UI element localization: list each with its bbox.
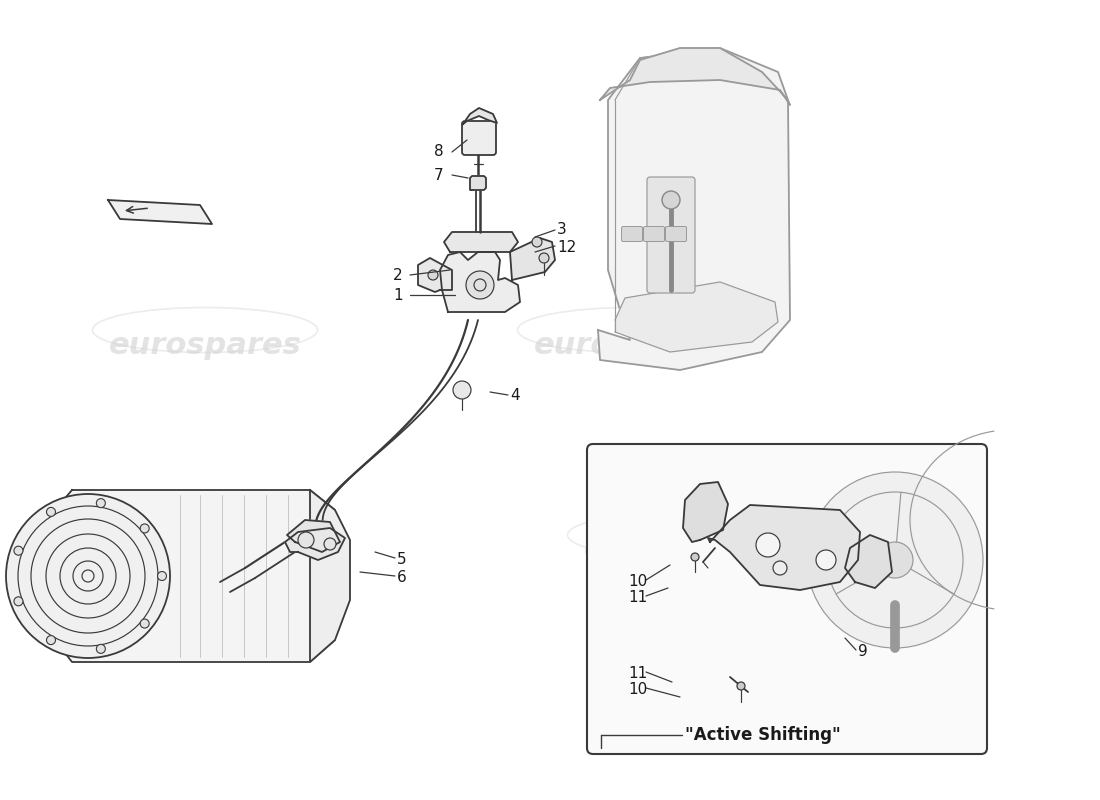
Circle shape [773, 561, 786, 575]
FancyBboxPatch shape [462, 121, 496, 155]
Polygon shape [463, 108, 497, 124]
Polygon shape [108, 200, 212, 224]
Circle shape [46, 507, 55, 517]
Text: eurospares: eurospares [534, 330, 726, 359]
Circle shape [662, 191, 680, 209]
Polygon shape [444, 232, 518, 252]
Polygon shape [440, 252, 520, 312]
Text: 4: 4 [510, 387, 519, 402]
Text: 6: 6 [397, 570, 407, 586]
Text: 10: 10 [628, 574, 647, 590]
Circle shape [140, 524, 150, 533]
Text: 12: 12 [557, 241, 576, 255]
Circle shape [756, 533, 780, 557]
Polygon shape [55, 490, 336, 662]
Circle shape [532, 237, 542, 247]
Polygon shape [470, 176, 486, 190]
Polygon shape [615, 282, 778, 352]
Circle shape [46, 635, 55, 645]
Polygon shape [510, 238, 556, 280]
Text: 8: 8 [434, 145, 443, 159]
Circle shape [97, 498, 106, 508]
Circle shape [816, 550, 836, 570]
Circle shape [807, 472, 983, 648]
Text: 3: 3 [557, 222, 566, 238]
Circle shape [298, 532, 314, 548]
Circle shape [691, 553, 698, 561]
Polygon shape [683, 482, 728, 542]
Circle shape [14, 597, 23, 606]
Text: eurospares: eurospares [109, 535, 301, 565]
Text: 2: 2 [393, 267, 403, 282]
Circle shape [466, 271, 494, 299]
Circle shape [877, 542, 913, 578]
Polygon shape [310, 490, 350, 662]
Text: 7: 7 [434, 167, 443, 182]
Circle shape [140, 619, 150, 628]
FancyBboxPatch shape [621, 226, 642, 242]
Polygon shape [845, 535, 892, 588]
FancyBboxPatch shape [644, 226, 664, 242]
Polygon shape [600, 48, 790, 105]
Text: 9: 9 [858, 645, 868, 659]
Text: eurospares: eurospares [584, 535, 777, 565]
Circle shape [6, 494, 170, 658]
Text: 1: 1 [393, 287, 403, 302]
FancyBboxPatch shape [647, 177, 695, 293]
Polygon shape [598, 48, 790, 370]
Text: 5: 5 [397, 553, 407, 567]
Text: 11: 11 [628, 666, 647, 682]
Circle shape [539, 253, 549, 263]
Text: eurospares: eurospares [109, 330, 301, 359]
FancyBboxPatch shape [587, 444, 987, 754]
Polygon shape [708, 505, 860, 590]
Circle shape [453, 381, 471, 399]
Circle shape [14, 546, 23, 555]
Circle shape [157, 571, 166, 581]
FancyBboxPatch shape [666, 226, 686, 242]
Circle shape [428, 270, 438, 280]
Text: 11: 11 [628, 590, 647, 606]
Polygon shape [285, 528, 345, 560]
Circle shape [737, 682, 745, 690]
Text: "Active Shifting": "Active Shifting" [685, 726, 840, 744]
Polygon shape [287, 520, 340, 552]
Polygon shape [418, 258, 452, 292]
Circle shape [97, 644, 106, 654]
Circle shape [324, 538, 336, 550]
Text: 10: 10 [628, 682, 647, 698]
